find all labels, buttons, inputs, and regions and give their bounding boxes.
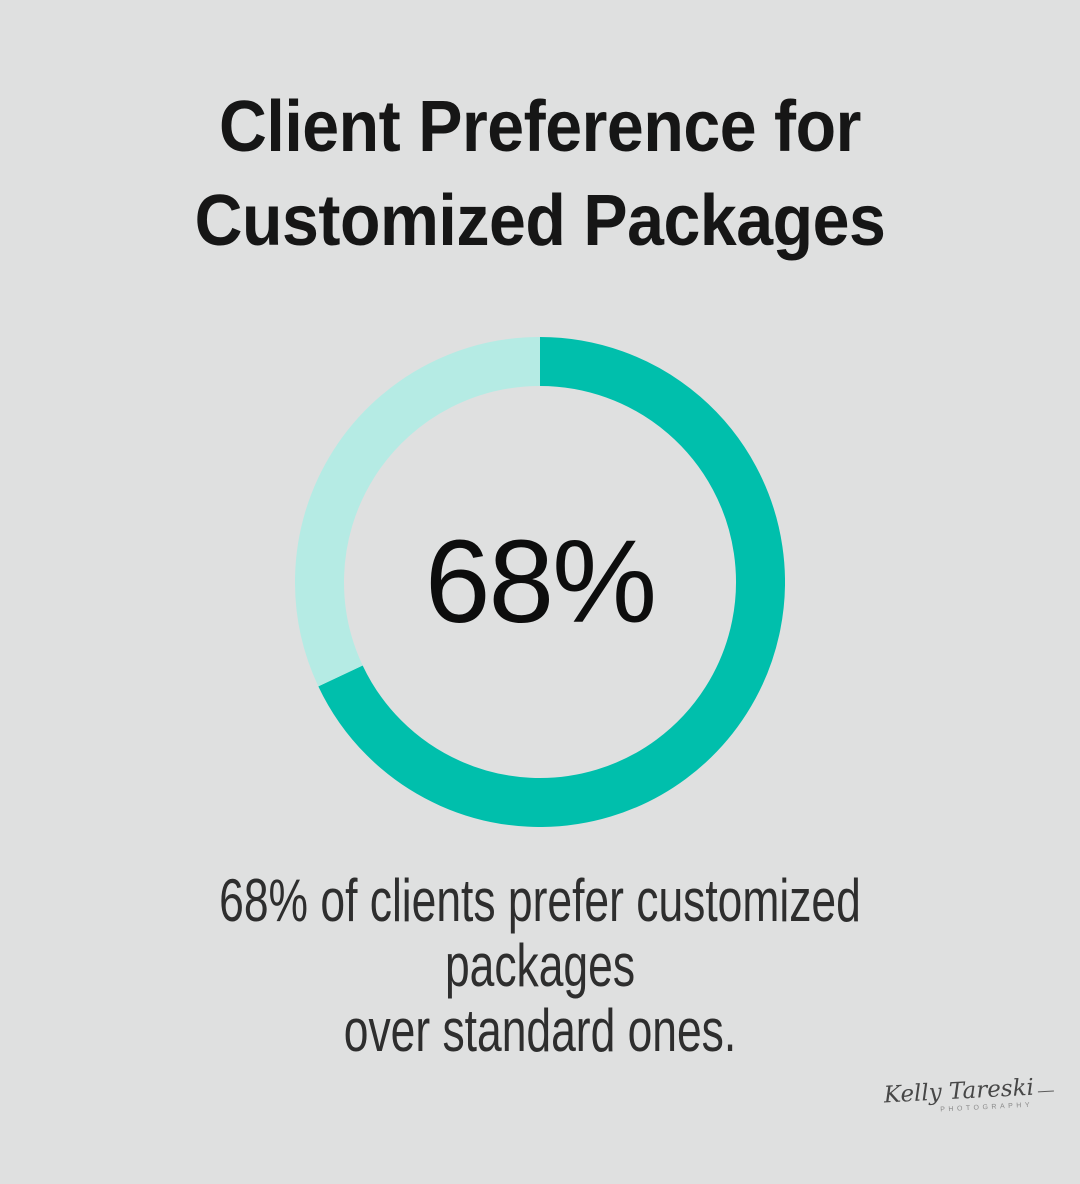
chart-title: Client Preference for Customized Package… — [43, 80, 1037, 268]
signature-flourish — [1038, 1090, 1054, 1092]
donut-chart-svg — [295, 337, 785, 827]
caption-line-1: 68% of clients prefer customized package… — [219, 867, 861, 999]
chart-title-line-1: Client Preference for — [219, 87, 861, 167]
donut-segment-standard — [295, 337, 541, 687]
donut-segment-customized — [318, 337, 785, 827]
donut-chart: 68% — [295, 337, 785, 827]
kelly-tareski-signature-logo: Kelly Tareski PHOTOGRAPHY — [883, 1074, 1055, 1117]
chart-title-line-2: Customized Packages — [194, 181, 886, 261]
caption: 68% of clients prefer customized package… — [140, 868, 939, 1063]
caption-line-2: over standard ones. — [343, 997, 737, 1064]
